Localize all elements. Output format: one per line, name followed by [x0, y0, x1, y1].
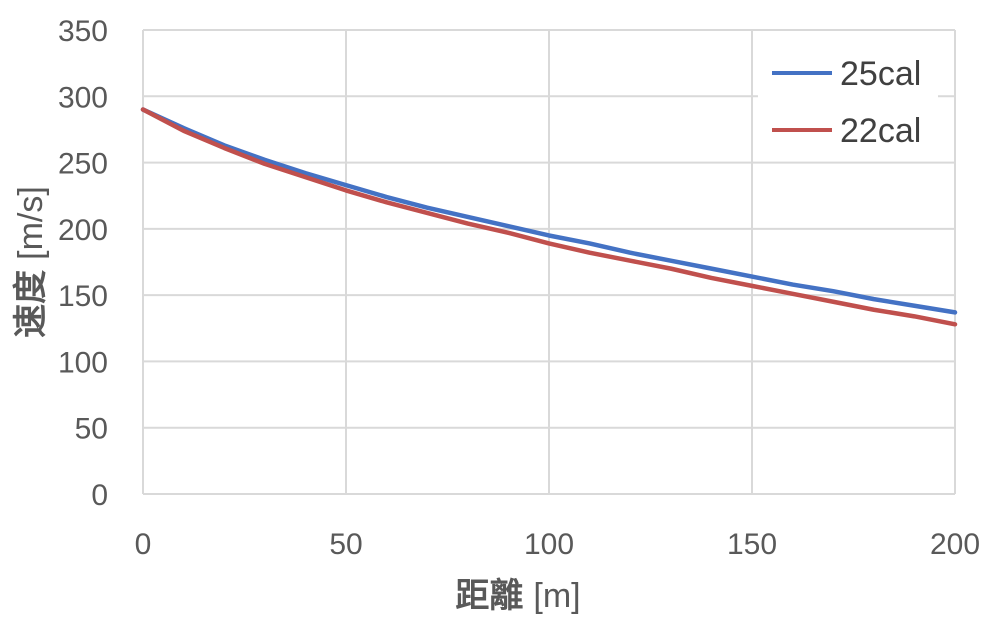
legend-label-22cal: 22cal [840, 112, 921, 150]
y-tick-label: 200 [58, 214, 108, 247]
y-tick-label: 150 [58, 280, 108, 313]
y-tick-label: 0 [91, 479, 108, 512]
svg-text:速度[m/s]: 速度 [m/s] [11, 186, 51, 338]
legend-background [758, 45, 938, 160]
y-axis-label: 速度 [11, 270, 51, 338]
x-tick-labels: 0 50 100 150 200 [135, 528, 980, 561]
x-tick-label: 150 [727, 528, 777, 561]
y-tick-label: 100 [58, 346, 108, 379]
y-tick-label: 300 [58, 81, 108, 114]
y-tick-label: 250 [58, 148, 108, 181]
x-axis-label: 距離 [455, 576, 523, 616]
y-tick-label: 350 [58, 15, 108, 48]
legend: 25cal 22cal [758, 45, 938, 160]
x-axis-title: 距離 [m] [455, 576, 580, 616]
y-axis-unit: [m/s] [12, 186, 50, 260]
x-axis-unit: [m] [533, 577, 580, 615]
series-line-22cal [140, 107, 958, 327]
y-tick-labels: 0 50 100 150 200 250 300 350 [58, 15, 108, 512]
legend-label-25cal: 25cal [840, 55, 921, 93]
x-tick-label: 0 [135, 528, 152, 561]
x-tick-label: 100 [524, 528, 574, 561]
series-line-25cal [140, 107, 958, 315]
y-axis-title: 速度 [m/s] [11, 186, 51, 338]
series-layer [140, 107, 958, 327]
x-tick-label: 200 [930, 528, 980, 561]
x-tick-label: 50 [329, 528, 362, 561]
y-tick-label: 50 [75, 413, 108, 446]
svg-text:距離[m]: 距離 [m] [455, 576, 580, 616]
